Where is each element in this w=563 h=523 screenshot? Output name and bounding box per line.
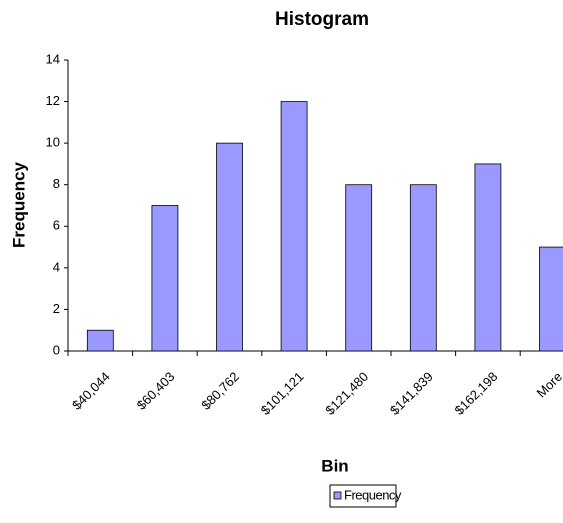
y-tick-label: 2: [53, 301, 60, 316]
x-tick-label: $80,762: [198, 369, 242, 413]
x-tick-label: $141,839: [387, 369, 436, 418]
y-tick-label: 14: [46, 51, 60, 66]
x-tick-label: $40,044: [69, 369, 113, 413]
bar: [539, 246, 563, 352]
x-tick-label: $101,121: [258, 369, 307, 418]
bar: [345, 184, 373, 352]
bar: [216, 142, 243, 352]
y-tick-label: 12: [46, 93, 60, 108]
legend-swatch: [333, 491, 342, 500]
legend-box: [329, 484, 397, 508]
bar: [151, 205, 179, 352]
y-tick-label: 10: [46, 135, 60, 150]
x-tick-label: More: [533, 369, 563, 401]
bar: [474, 163, 502, 352]
bar: [86, 329, 114, 352]
chart-title: Histogram: [275, 9, 369, 30]
bar: [409, 184, 437, 352]
x-tick-label: $121,480: [322, 369, 371, 418]
legend-label: Frequency: [344, 487, 402, 502]
bar: [280, 101, 308, 352]
y-tick-label: 4: [53, 259, 60, 274]
y-tick-label: 0: [53, 342, 60, 357]
x-axis-title: Bin: [321, 456, 348, 475]
x-tick-label: $60,403: [134, 369, 178, 413]
y-tick-label: 6: [53, 218, 60, 233]
x-tick-label: $162,198: [451, 369, 500, 418]
y-tick-label: 8: [53, 176, 60, 191]
y-axis-title: Frequency: [9, 161, 28, 248]
